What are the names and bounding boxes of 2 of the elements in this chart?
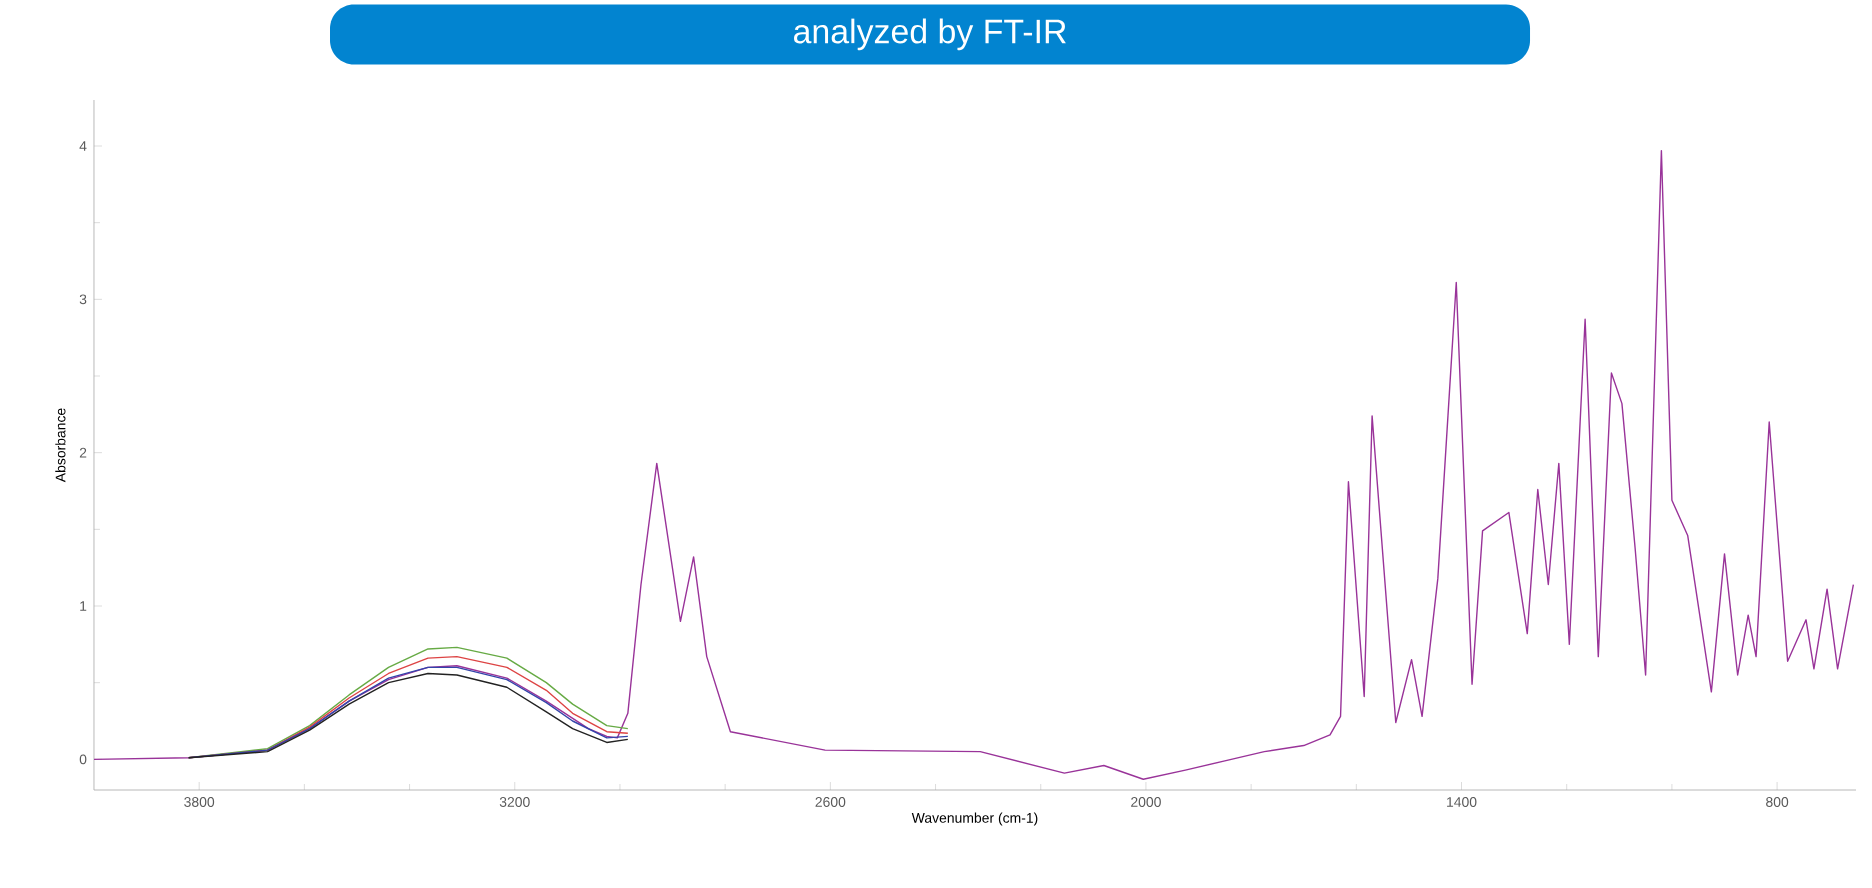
- line-series: [93, 149, 1855, 780]
- chart-title: analyzed by FT-IR: [794, 18, 1066, 51]
